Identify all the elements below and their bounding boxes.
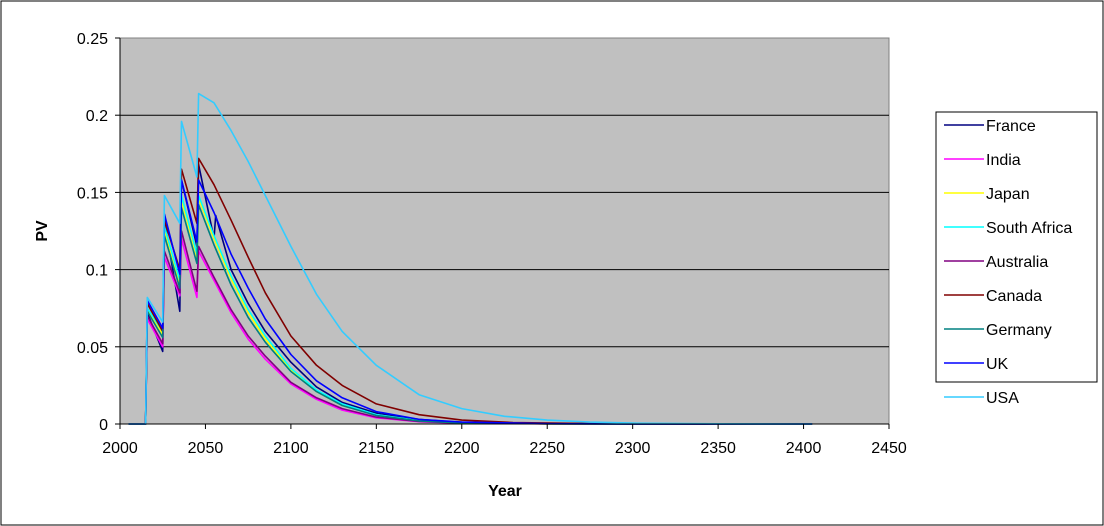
x-tick-labels: 2000 2050 2100 2150 2200 2250 2300 2350 2400 2450: [102, 440, 907, 457]
y-tick-labels: 0 0.05 0.1 0.15 0.2 0.25: [77, 31, 108, 434]
y-tick-label: 0.1: [86, 263, 108, 280]
x-tick-label: 2200: [444, 440, 480, 457]
y-tick-label: 0.15: [77, 185, 108, 202]
x-tick-label: 2000: [102, 440, 138, 457]
x-tick-label: 2150: [359, 440, 395, 457]
y-tick-label: 0: [99, 417, 108, 434]
legend-label-japan: Japan: [986, 186, 1030, 203]
x-tick-label: 2100: [273, 440, 309, 457]
x-tick-label: 2350: [700, 440, 736, 457]
y-tick-label: 0.05: [77, 340, 108, 357]
legend-entries: France India Japan South Africa Australia Can…: [944, 118, 1072, 407]
legend-label-canada: Canada: [986, 288, 1042, 305]
x-tick-label: 2300: [615, 440, 651, 457]
legend-label-germany: Germany: [986, 322, 1052, 339]
gridlines: [120, 114, 889, 348]
legend-label-australia: Australia: [986, 254, 1048, 271]
series-lines: [128, 92, 813, 425]
x-tick-label: 2450: [871, 440, 907, 457]
legend-label-usa: USA: [986, 390, 1019, 407]
legend-box: [935, 111, 1098, 383]
legend-label-france: France: [986, 118, 1036, 135]
y-tick-label: 0.25: [77, 31, 108, 48]
y-axis-title: PV: [34, 220, 51, 242]
axes: [115, 37, 890, 429]
legend-label-uk: UK: [986, 356, 1009, 373]
x-axis-title: Year: [488, 483, 522, 500]
y-tick-label: 0.2: [86, 108, 108, 125]
legend-label-south-africa: South Africa: [986, 220, 1072, 237]
x-tick-label: 2250: [529, 440, 565, 457]
x-tick-label: 2400: [786, 440, 822, 457]
plot-area: [119, 37, 890, 425]
series-line-usa: [128, 92, 813, 425]
legend-label-india: India: [986, 152, 1021, 169]
x-tick-label: 2050: [188, 440, 224, 457]
legend: France India Japan South Africa Australia Can…: [935, 111, 1098, 407]
